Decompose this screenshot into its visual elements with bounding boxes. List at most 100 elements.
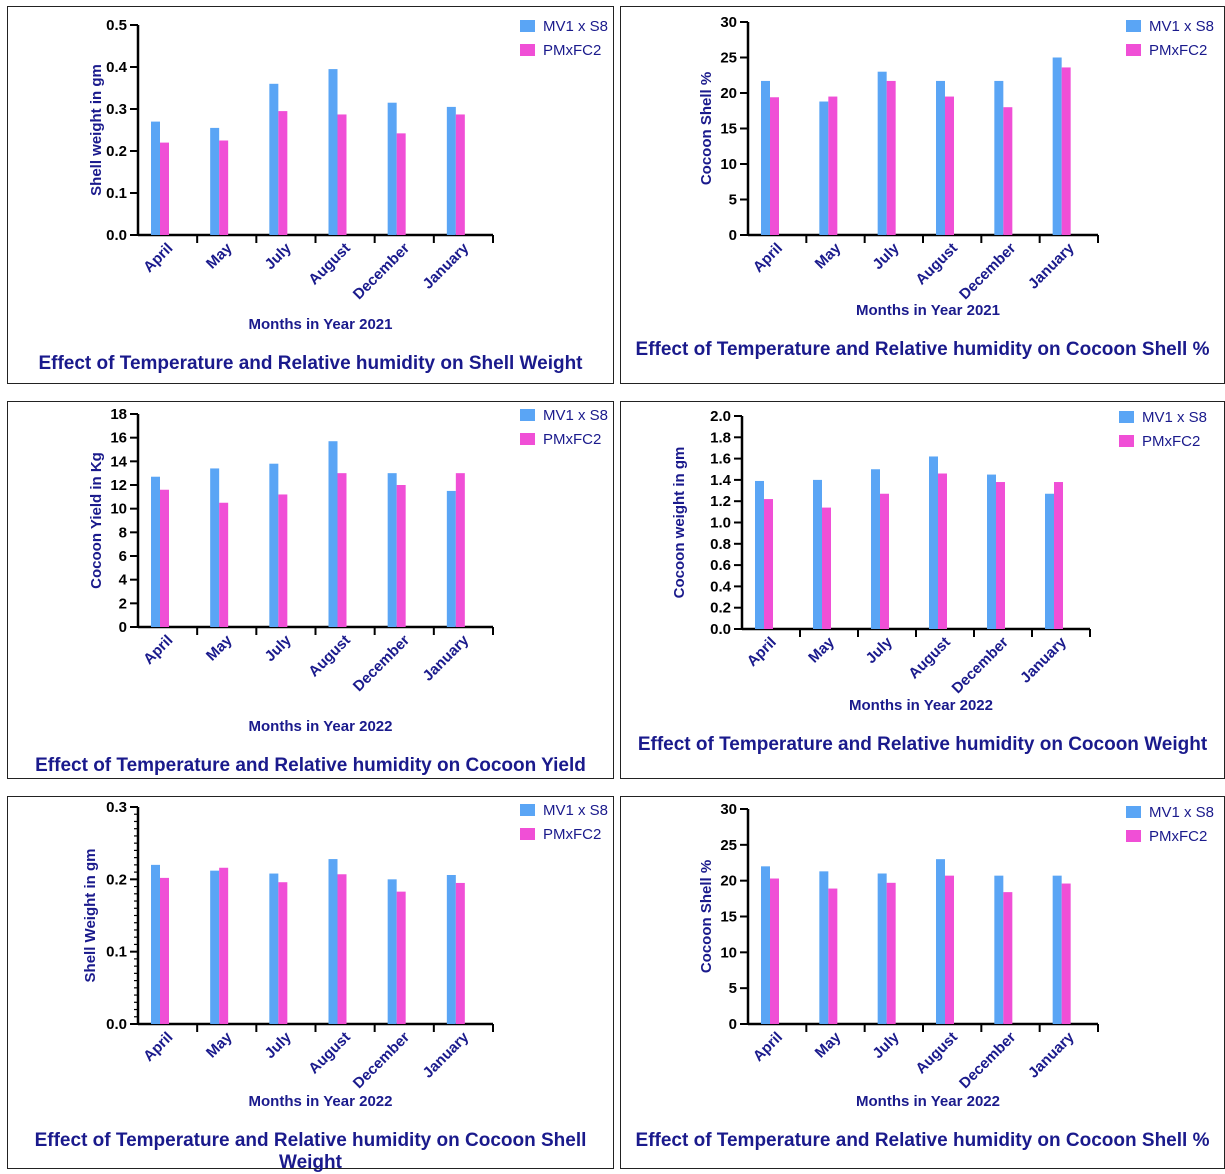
bar-mv1-s8 bbox=[446, 106, 456, 236]
chart-svg: 0 5 10 15 20 25 30 Cocoon Shell % April May July Au… bbox=[698, 14, 1214, 319]
bar-pmxfc2 bbox=[770, 97, 779, 235]
bar-mv1-s8 bbox=[813, 479, 822, 629]
bar-mv1-s8 bbox=[761, 866, 770, 1024]
bar-mv1-s8 bbox=[1052, 875, 1062, 1024]
y-tick-label: 0.1 bbox=[106, 944, 127, 961]
bar-pmxfc2 bbox=[1003, 107, 1013, 235]
legend-swatch bbox=[520, 828, 535, 840]
y-tick-label: 6 bbox=[119, 548, 127, 565]
chart-caption: Effect of Temperature and Relative humid… bbox=[635, 1130, 1210, 1151]
y-tick-label: 0.1 bbox=[106, 185, 127, 202]
x-tick-label: January bbox=[1017, 633, 1070, 686]
y-tick-label: 0.2 bbox=[106, 871, 127, 888]
x-tick-label: April bbox=[750, 1029, 786, 1065]
x-tick-label: April bbox=[140, 632, 176, 668]
bar-mv1-s8 bbox=[446, 490, 456, 627]
x-tick-label: December bbox=[350, 240, 413, 303]
bar-mv1-s8 bbox=[929, 456, 938, 629]
y-tick-label: 2.0 bbox=[710, 408, 731, 425]
bar-pmxfc2 bbox=[219, 867, 229, 1024]
chart-caption: Effect of Temperature and Relative humid… bbox=[637, 734, 1208, 755]
legend-swatch bbox=[520, 433, 535, 445]
y-tick-label: 0.0 bbox=[106, 1016, 127, 1033]
x-axis-label: Months in Year 2021 bbox=[856, 302, 1000, 319]
x-axis-label: Months in Year 2022 bbox=[249, 718, 393, 735]
y-axis-label: Shell Weight in gm bbox=[82, 849, 99, 983]
legend-label: MV1 x S8 bbox=[543, 407, 608, 424]
bar-mv1-s8 bbox=[151, 476, 160, 627]
bar-pmxfc2 bbox=[996, 482, 1005, 629]
bar-pmxfc2 bbox=[764, 499, 773, 629]
x-tick-label: April bbox=[750, 240, 786, 276]
x-tick-label: April bbox=[140, 1029, 176, 1065]
y-tick-label: 10 bbox=[720, 944, 737, 961]
bar-pmxfc2 bbox=[278, 494, 288, 627]
bar-mv1-s8 bbox=[755, 480, 764, 629]
bar-pmxfc2 bbox=[396, 133, 406, 235]
x-tick-label: July bbox=[869, 1028, 903, 1062]
y-tick-label: 15 bbox=[720, 909, 737, 926]
x-tick-label: December bbox=[949, 634, 1012, 697]
y-axis-label: Shell weight in gm bbox=[88, 64, 105, 196]
bar-pmxfc2 bbox=[160, 142, 169, 235]
bar-pmxfc2 bbox=[828, 888, 838, 1024]
bar-mv1-s8 bbox=[1045, 493, 1054, 629]
x-tick-label: July bbox=[863, 633, 897, 667]
bar-pmxfc2 bbox=[455, 114, 465, 235]
x-tick-label: December bbox=[350, 632, 413, 695]
x-tick-label: August bbox=[912, 1029, 961, 1078]
x-tick-label: January bbox=[420, 631, 473, 684]
y-tick-label: 10 bbox=[720, 156, 737, 173]
bar-pmxfc2 bbox=[337, 874, 347, 1024]
legend-swatch bbox=[520, 20, 535, 32]
x-tick-label: August bbox=[912, 240, 961, 289]
bar-pmxfc2 bbox=[880, 493, 889, 629]
x-tick-label: January bbox=[1025, 1028, 1078, 1081]
x-tick-label: May bbox=[812, 1028, 845, 1061]
y-tick-label: 0 bbox=[119, 619, 127, 636]
bar-mv1-s8 bbox=[269, 83, 279, 235]
y-tick-label: 0.3 bbox=[106, 799, 127, 816]
bar-pmxfc2 bbox=[945, 96, 954, 235]
bar-pmxfc2 bbox=[278, 882, 288, 1024]
bar-pmxfc2 bbox=[455, 882, 465, 1024]
chart-panel: 0.0 0.1 0.2 0.3 0.4 0.5 Shell weight in gm Apri… bbox=[7, 6, 614, 384]
x-axis-label: Months in Year 2022 bbox=[849, 697, 993, 714]
bar-pmxfc2 bbox=[219, 502, 229, 627]
x-tick-label: December bbox=[956, 1029, 1019, 1092]
x-axis-label: Months in Year 2022 bbox=[249, 1093, 393, 1110]
x-tick-label: May bbox=[805, 633, 838, 666]
legend-label: MV1 x S8 bbox=[543, 18, 608, 35]
y-tick-label: 0.6 bbox=[710, 557, 731, 574]
legend-label: MV1 x S8 bbox=[1142, 409, 1207, 426]
bar-pmxfc2 bbox=[160, 489, 169, 627]
y-tick-label: 1.0 bbox=[710, 515, 731, 532]
bar-pmxfc2 bbox=[219, 140, 229, 235]
chart-caption: Effect of Temperature and Relative humid… bbox=[38, 353, 583, 374]
x-tick-label: April bbox=[140, 240, 176, 276]
y-tick-label: 12 bbox=[110, 477, 127, 494]
bar-pmxfc2 bbox=[1054, 482, 1063, 629]
x-tick-label: May bbox=[203, 239, 236, 272]
y-tick-label: 8 bbox=[119, 524, 127, 541]
y-axis-label: Cocoon weight in gm bbox=[671, 447, 688, 599]
bar-mv1-s8 bbox=[151, 864, 160, 1024]
bar-mv1-s8 bbox=[871, 469, 880, 629]
y-tick-label: 0.2 bbox=[106, 143, 127, 160]
bar-pmxfc2 bbox=[396, 485, 406, 627]
bar-pmxfc2 bbox=[1003, 892, 1013, 1024]
chart-panel: 0 5 10 15 20 25 30 Cocoon Shell % April May July Au… bbox=[620, 6, 1225, 384]
y-tick-label: 10 bbox=[110, 501, 127, 518]
x-tick-label: December bbox=[350, 1029, 413, 1092]
legend-swatch bbox=[520, 409, 535, 421]
legend-swatch bbox=[1126, 830, 1141, 842]
bar-mv1-s8 bbox=[819, 871, 829, 1024]
y-tick-label: 16 bbox=[110, 430, 127, 447]
y-axis-label: Cocoon Yield in Kg bbox=[88, 452, 105, 589]
bar-pmxfc2 bbox=[455, 473, 465, 627]
x-axis-label: Months in Year 2022 bbox=[856, 1093, 1000, 1110]
x-tick-label: April bbox=[744, 634, 780, 670]
bar-mv1-s8 bbox=[387, 473, 397, 627]
legend-swatch bbox=[1126, 20, 1141, 32]
bar-mv1-s8 bbox=[210, 127, 220, 235]
